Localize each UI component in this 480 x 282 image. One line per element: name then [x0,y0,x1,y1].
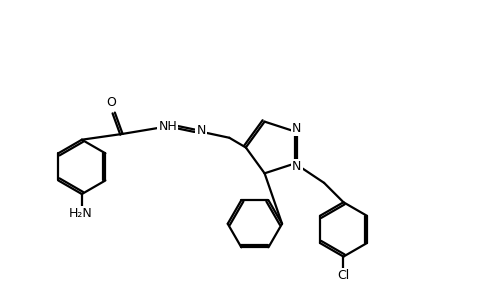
Text: N: N [292,122,301,135]
Text: NH: NH [158,120,177,133]
Text: N: N [292,160,301,173]
Text: O: O [106,96,116,109]
Text: N: N [196,124,206,136]
Text: Cl: Cl [337,270,349,282]
Text: H₂N: H₂N [69,207,93,220]
